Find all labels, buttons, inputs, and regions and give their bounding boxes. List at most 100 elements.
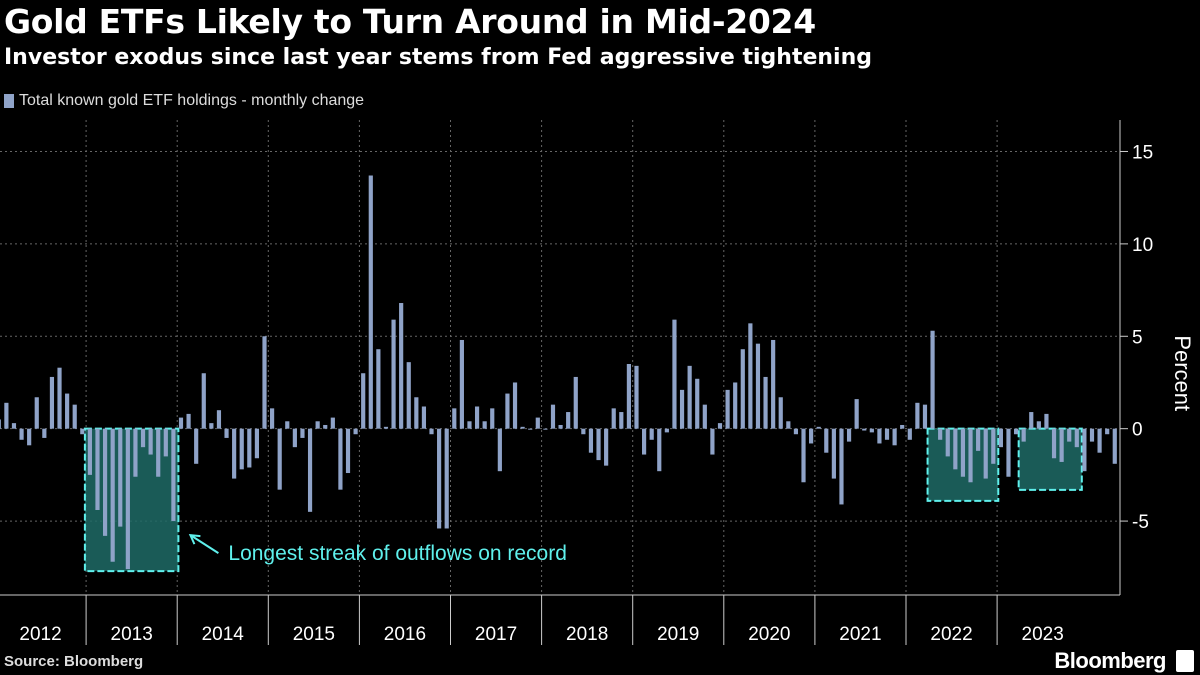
bar — [938, 428, 943, 440]
bar-chart: Longest streak of outflows on record 151… — [0, 120, 1195, 645]
bar — [209, 423, 214, 429]
bar — [11, 423, 17, 429]
bar — [467, 421, 472, 429]
bar — [657, 428, 662, 472]
bars — [0, 175, 1117, 570]
bar — [846, 428, 852, 442]
bar — [421, 406, 427, 429]
source-note: Source: Bloomberg — [4, 653, 144, 670]
bar — [399, 303, 404, 429]
bar — [725, 389, 730, 429]
bar — [19, 428, 24, 440]
x-tick-label: 2021 — [839, 624, 881, 645]
bar — [520, 426, 525, 429]
bar — [907, 428, 912, 440]
bar — [34, 397, 39, 429]
bar — [528, 428, 533, 430]
bar — [292, 428, 297, 448]
bar — [687, 365, 692, 429]
bar — [27, 428, 32, 446]
x-tick-label: 2013 — [111, 624, 153, 645]
bar — [57, 367, 62, 429]
bar — [49, 376, 55, 429]
bar — [459, 339, 464, 429]
bar — [171, 428, 176, 522]
bar — [679, 389, 685, 429]
brand-logo: Bloomberg — [1054, 648, 1166, 673]
bar — [247, 428, 252, 468]
x-tick-label: 2022 — [930, 624, 972, 645]
highlight-box — [1017, 427, 1083, 491]
bar — [1067, 428, 1072, 442]
bar — [178, 417, 184, 429]
y-tick-label: 0 — [1132, 420, 1143, 441]
chart-subtitle: Investor exodus since last year stems fr… — [4, 45, 873, 70]
bar — [1059, 428, 1064, 462]
bar — [748, 323, 753, 429]
bar — [285, 421, 290, 429]
bar — [497, 428, 502, 472]
bar — [201, 373, 206, 429]
bar — [793, 428, 799, 435]
bar — [1013, 428, 1019, 435]
bloomberg-chart-icon — [1176, 650, 1194, 672]
bar — [854, 399, 859, 429]
bar — [611, 408, 616, 429]
bar — [429, 428, 434, 435]
bar — [702, 404, 707, 429]
y-tick-label: 15 — [1132, 142, 1153, 163]
bar — [1029, 412, 1034, 429]
bar — [953, 428, 958, 470]
bar — [945, 428, 950, 457]
y-tick-label: -5 — [1132, 512, 1149, 533]
bar — [717, 423, 723, 429]
bar — [550, 404, 556, 429]
bar — [543, 428, 548, 430]
bar — [968, 428, 973, 483]
bar — [361, 373, 366, 429]
bar — [649, 428, 654, 440]
bar — [801, 428, 806, 483]
bar — [437, 428, 442, 529]
bar — [232, 428, 237, 479]
bar — [915, 402, 920, 429]
bar — [270, 408, 275, 429]
x-tick-label: 2018 — [566, 624, 608, 645]
bar — [983, 428, 988, 479]
bar — [740, 349, 745, 429]
bar — [512, 382, 518, 429]
bar — [474, 406, 480, 429]
bar — [156, 428, 161, 477]
bar — [892, 428, 897, 446]
labels: 15 10 5 0 -5 2012 2013 2014 2015 2016 2017 2018 2019… — [19, 142, 1195, 645]
bar — [383, 426, 389, 429]
bar — [641, 428, 647, 455]
bar — [1051, 428, 1057, 459]
x-tick-label: 2016 — [384, 624, 426, 645]
bar — [558, 424, 563, 429]
bar — [763, 376, 768, 429]
bar — [505, 393, 510, 429]
bar — [42, 428, 47, 438]
bar — [148, 428, 153, 455]
bar — [80, 428, 85, 435]
bar — [626, 364, 631, 429]
bar — [1097, 428, 1102, 453]
y-axis-title: Percent — [1170, 335, 1195, 411]
bar — [194, 428, 199, 464]
legend: Total known gold ETF holdings - monthly … — [4, 92, 364, 110]
bar — [733, 382, 738, 429]
bar — [1036, 421, 1041, 429]
bar — [991, 428, 996, 464]
bar — [452, 408, 457, 429]
bar — [391, 319, 396, 429]
bar — [831, 428, 836, 479]
bar — [216, 410, 222, 429]
bar — [1082, 428, 1087, 472]
bar — [323, 424, 328, 429]
bar — [809, 428, 814, 444]
bar — [307, 428, 313, 512]
bar — [573, 376, 578, 429]
bar — [786, 421, 791, 429]
bar — [1021, 428, 1026, 442]
